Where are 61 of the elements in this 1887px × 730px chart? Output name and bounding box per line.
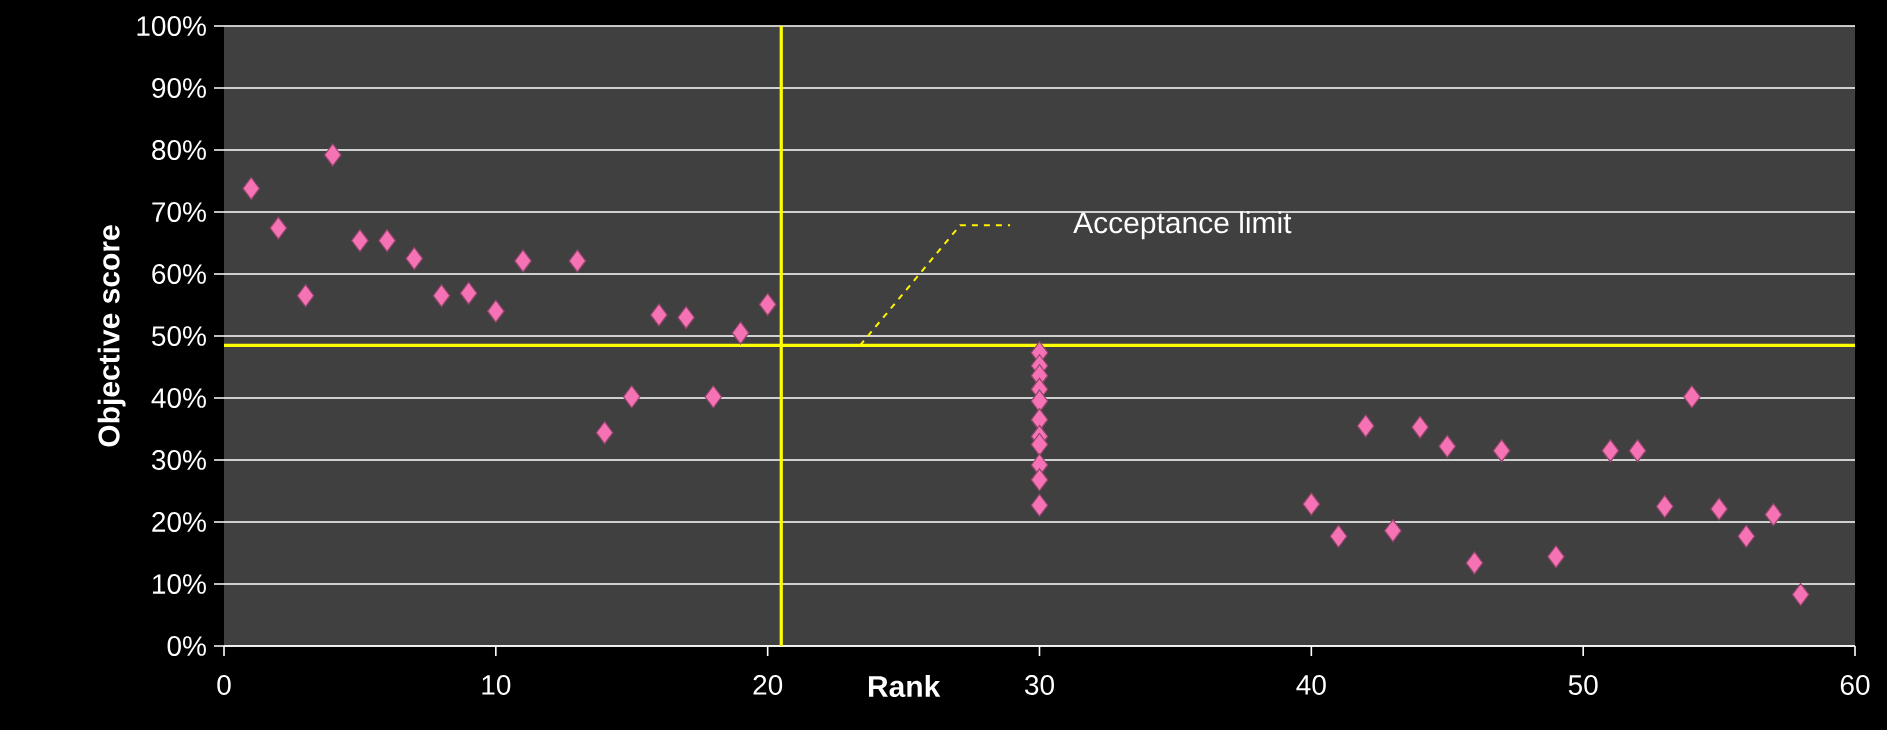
point — [242, 176, 261, 201]
point — [1030, 468, 1049, 492]
point — [405, 246, 424, 271]
point — [1628, 439, 1647, 463]
point — [296, 284, 315, 308]
point — [731, 321, 750, 345]
point — [1384, 519, 1402, 543]
point — [1030, 432, 1049, 457]
point — [1030, 389, 1049, 413]
point — [269, 216, 288, 240]
point — [1601, 439, 1620, 463]
y-tick-label: 50% — [152, 326, 206, 346]
point — [1764, 502, 1783, 527]
point — [486, 299, 505, 323]
point — [1356, 414, 1375, 438]
point — [459, 281, 478, 305]
y-tick-label: 100% — [137, 16, 206, 36]
point — [1411, 415, 1429, 439]
y-tick-label: 60% — [152, 264, 206, 284]
point — [1710, 497, 1728, 521]
y-tick-label: 30% — [151, 450, 206, 470]
y-tick-label: 0% — [167, 636, 206, 656]
x-tick-label: 10 — [482, 675, 511, 695]
x-tick-label: 50 — [1568, 675, 1598, 695]
point — [1329, 524, 1348, 548]
y-tick-label: 80% — [152, 140, 206, 160]
point — [1492, 439, 1511, 463]
point — [323, 143, 342, 167]
point — [677, 305, 695, 329]
point — [1302, 492, 1321, 516]
point — [1791, 582, 1810, 607]
point — [1438, 434, 1457, 458]
x-axis-title: Rank — [868, 675, 941, 698]
point — [622, 385, 641, 409]
y-tick-label: 20% — [152, 512, 206, 532]
x-tick-label: 30 — [1025, 675, 1054, 695]
point — [650, 303, 668, 327]
y-tick-label: 10% — [153, 574, 206, 594]
point — [432, 284, 451, 308]
point — [1737, 524, 1756, 548]
point — [758, 292, 777, 316]
x-tick-label: 40 — [1296, 675, 1326, 695]
point — [378, 228, 396, 253]
point — [1465, 551, 1484, 575]
point — [1547, 545, 1565, 569]
point — [704, 385, 723, 409]
y-tick-label: 40% — [151, 388, 206, 408]
x-tick-label: 60 — [1840, 675, 1870, 695]
annotation: Acceptance limit — [1073, 211, 1292, 240]
point — [514, 249, 532, 273]
point — [351, 228, 369, 253]
point — [568, 249, 587, 273]
point — [1030, 493, 1049, 517]
y-axis-title: Objective score — [97, 225, 126, 447]
y-tick-label: 90% — [152, 78, 206, 98]
point — [1683, 385, 1701, 409]
point — [595, 421, 614, 445]
y-tick-label: 70% — [152, 202, 206, 222]
x-tick-label: 0 — [217, 675, 231, 695]
point — [1655, 494, 1674, 519]
x-tick-label: 20 — [753, 675, 783, 695]
